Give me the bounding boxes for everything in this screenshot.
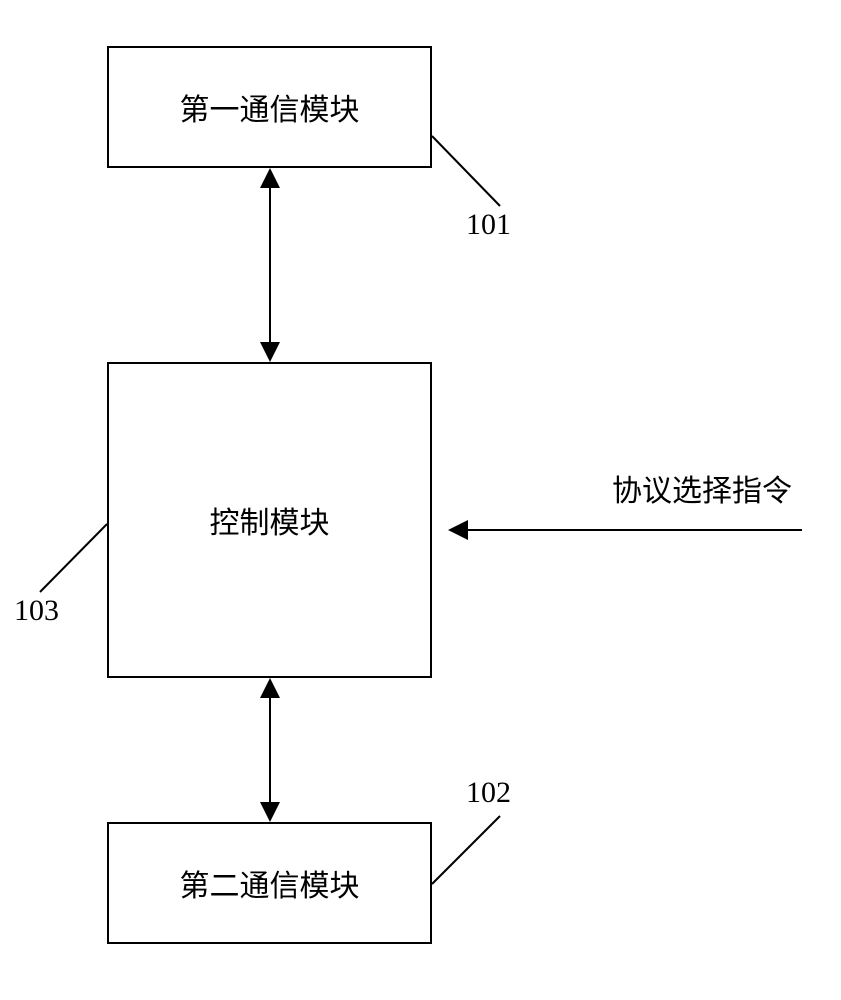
- node-box-1: 第一通信模块: [107, 46, 432, 168]
- node-box-2: 控制模块: [107, 362, 432, 678]
- input-arrow-label: 协议选择指令: [612, 466, 792, 510]
- node-box-1-label: 第一通信模块: [180, 85, 360, 129]
- callout-line-102: [432, 816, 500, 884]
- node-box-3-label: 第二通信模块: [180, 861, 360, 905]
- callout-102: 102: [466, 776, 511, 810]
- callout-101: 101: [466, 208, 511, 242]
- input-arrow: [448, 520, 802, 540]
- double-arrow-2: [260, 678, 280, 822]
- double-arrow-1: [260, 168, 280, 362]
- callout-line-103: [40, 524, 107, 592]
- callout-line-101: [432, 136, 500, 206]
- callout-103: 103: [14, 594, 59, 628]
- node-box-2-label: 控制模块: [210, 498, 330, 542]
- node-box-3: 第二通信模块: [107, 822, 432, 944]
- diagram-canvas: 第一通信模块 控制模块 第二通信模块 101 103 102 协议选择指令: [0, 0, 841, 1000]
